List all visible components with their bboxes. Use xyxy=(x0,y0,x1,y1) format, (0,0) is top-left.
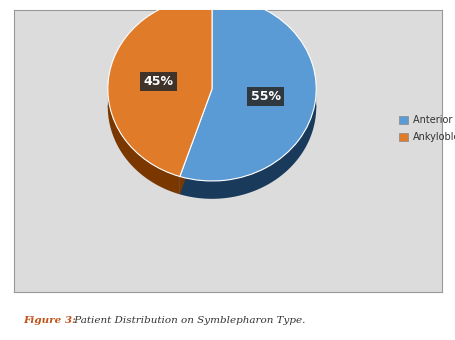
Polygon shape xyxy=(179,85,316,199)
Text: Figure 3:: Figure 3: xyxy=(23,316,76,325)
Text: 45%: 45% xyxy=(143,75,173,88)
Legend: Anterior Symblepharon, Ankyloblepharon: Anterior Symblepharon, Ankyloblepharon xyxy=(395,113,455,145)
Wedge shape xyxy=(179,0,316,181)
Wedge shape xyxy=(107,0,212,176)
Text: Patient Distribution on Symblepharon Type.: Patient Distribution on Symblepharon Typ… xyxy=(71,316,304,325)
Polygon shape xyxy=(107,85,179,194)
Polygon shape xyxy=(179,89,212,194)
Polygon shape xyxy=(179,89,212,194)
Text: 55%: 55% xyxy=(250,90,280,103)
Ellipse shape xyxy=(107,81,316,133)
